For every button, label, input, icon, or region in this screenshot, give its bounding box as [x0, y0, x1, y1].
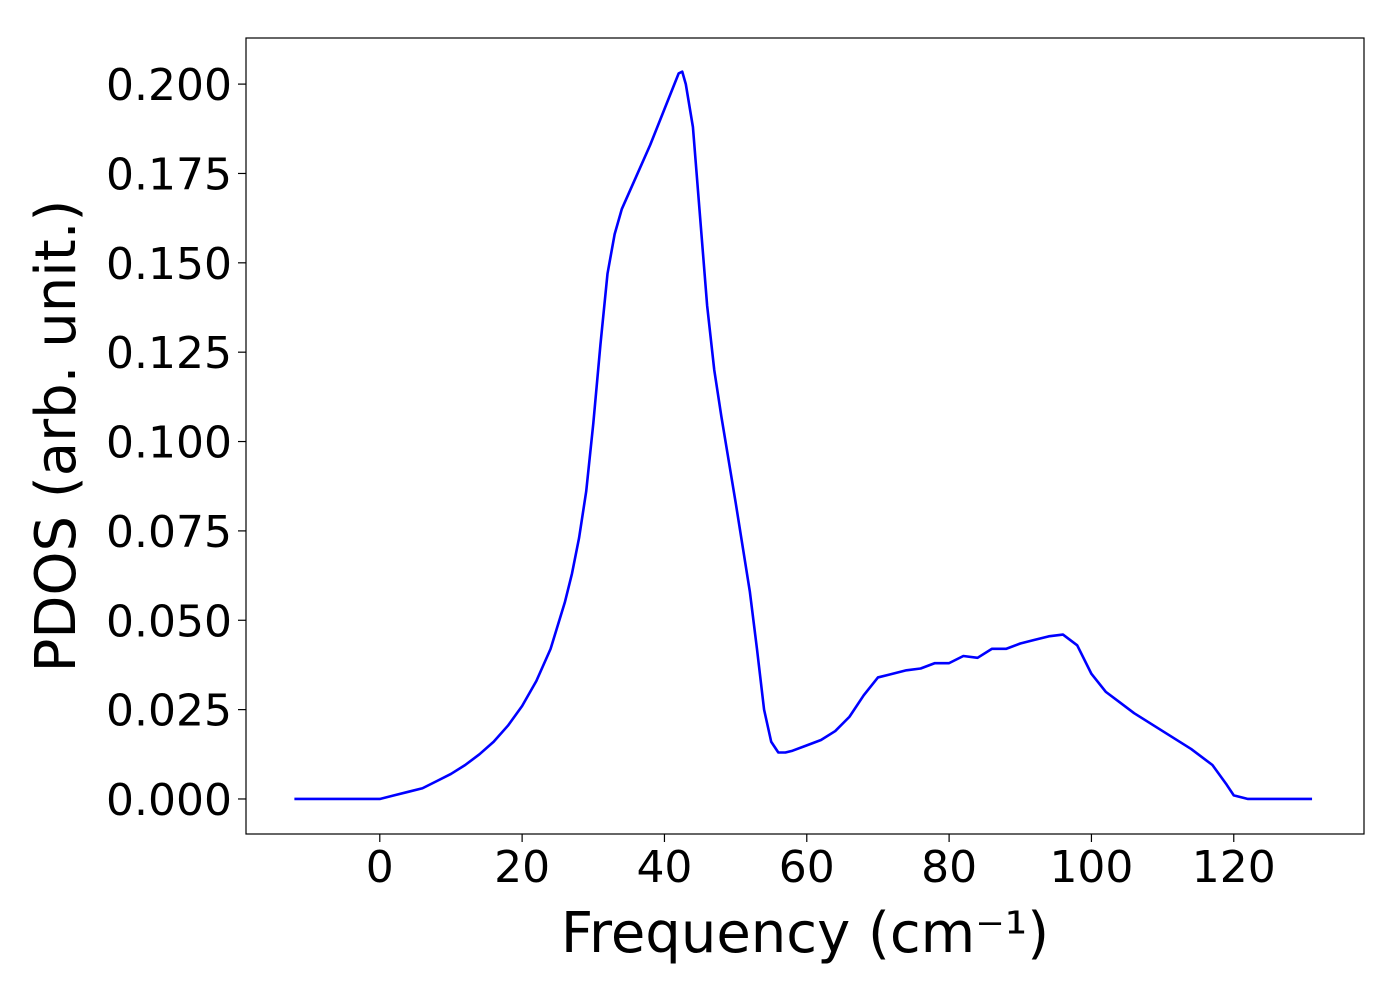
- y-tick-label: 0.075: [106, 507, 232, 558]
- y-tick-label: 0.050: [106, 596, 232, 647]
- y-tick-label: 0.175: [106, 149, 232, 200]
- y-tick-label: 0.200: [106, 60, 232, 111]
- x-tick-label: 60: [779, 842, 835, 893]
- x-tick-label: 0: [366, 842, 394, 893]
- y-tick-label: 0.125: [106, 328, 232, 379]
- y-tick-label: 0.025: [106, 686, 232, 737]
- x-tick-label: 40: [636, 842, 692, 893]
- x-tick-label: 120: [1192, 842, 1276, 893]
- x-tick-label: 100: [1049, 842, 1133, 893]
- data-line: [294, 70, 1313, 801]
- y-axis-label: PDOS (arb. unit.): [24, 200, 89, 673]
- x-axis-label: Frequency (cm⁻¹): [561, 901, 1049, 966]
- y-tick-label: 0.100: [106, 418, 232, 469]
- x-tick-label: 20: [494, 842, 550, 893]
- y-tick-label: 0.150: [106, 239, 232, 290]
- x-tick-label: 80: [921, 842, 977, 893]
- plot-frame: [245, 37, 1365, 835]
- y-tick-label: 0.000: [106, 775, 232, 826]
